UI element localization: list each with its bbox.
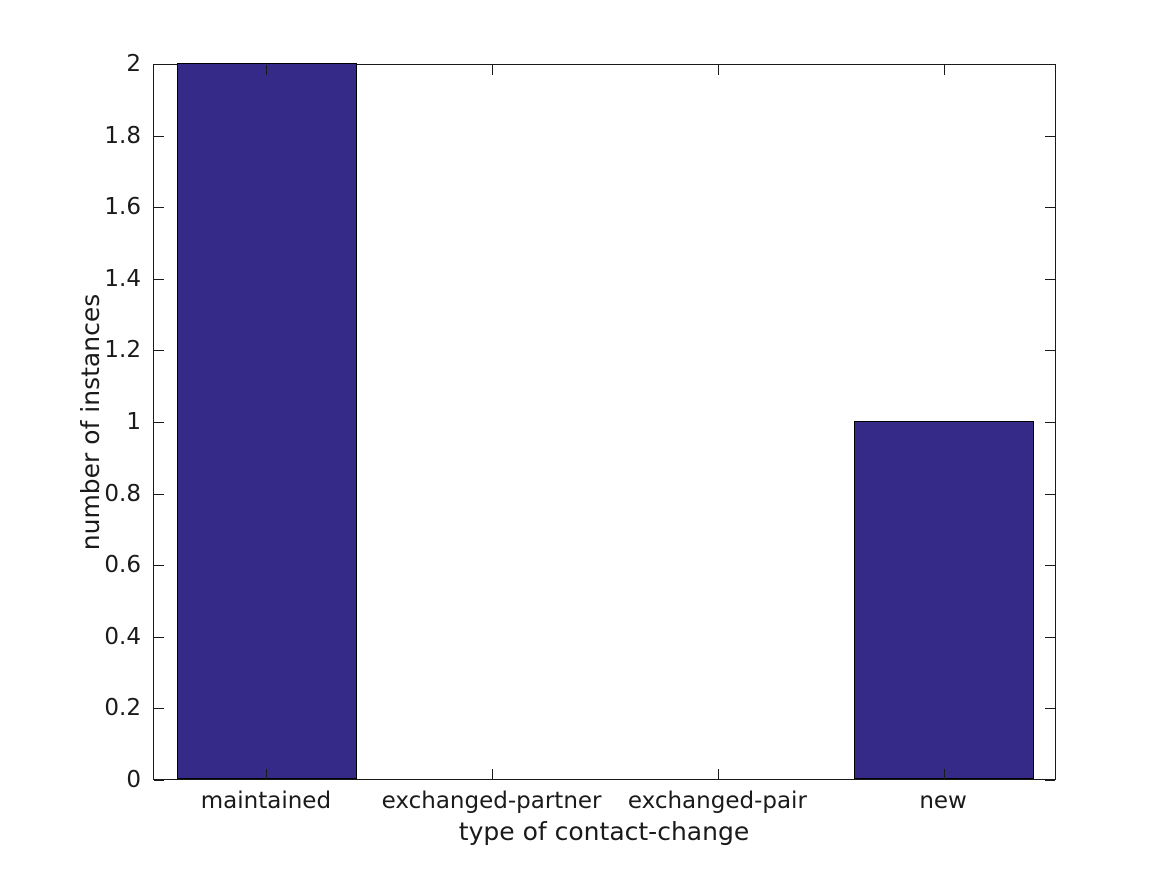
y-tick-label: 0 xyxy=(126,767,141,793)
x-tick-label-exchanged-partner: exchanged-partner xyxy=(381,788,602,814)
y-tick-right xyxy=(1045,64,1055,65)
y-tick-label: 0.8 xyxy=(104,480,141,507)
y-tick-label: 0.4 xyxy=(104,623,141,650)
y-tick-label: 1.8 xyxy=(104,122,141,149)
y-axis-label: number of instances xyxy=(76,293,105,551)
x-tick-label-exchanged-pair: exchanged-pair xyxy=(627,788,807,814)
bar-maintained xyxy=(176,63,358,779)
y-tick-right xyxy=(1045,422,1055,423)
y-tick-right xyxy=(1045,207,1055,209)
x-axis-label: type of contact-change xyxy=(458,817,750,846)
x-tick-bottom xyxy=(717,769,719,779)
y-tick-label: 1.6 xyxy=(104,194,141,221)
y-tick-left xyxy=(154,350,164,352)
x-tick-top xyxy=(717,65,719,75)
y-tick-right xyxy=(1045,636,1055,638)
plot-area xyxy=(153,63,1056,781)
y-tick-right xyxy=(1045,135,1055,137)
y-tick-right xyxy=(1045,780,1055,781)
y-tick-label: 2 xyxy=(126,51,141,77)
y-tick-right xyxy=(1045,350,1055,352)
x-tick-top xyxy=(266,65,268,75)
y-tick-right xyxy=(1045,493,1055,495)
y-tick-right xyxy=(1045,708,1055,710)
y-tick-left xyxy=(154,64,164,65)
x-tick-top xyxy=(492,65,494,75)
bar-new xyxy=(853,421,1035,779)
x-tick-bottom xyxy=(492,769,494,779)
y-tick-left xyxy=(154,422,164,423)
x-tick-bottom xyxy=(266,769,268,779)
y-tick-label: 1 xyxy=(126,409,141,435)
x-tick-top xyxy=(943,65,945,75)
y-tick-label: 0.2 xyxy=(104,695,141,722)
y-tick-left xyxy=(154,207,164,209)
y-tick-left xyxy=(154,135,164,137)
x-tick-label-maintained: maintained xyxy=(200,788,332,814)
y-tick-label: 1.2 xyxy=(104,337,141,364)
y-tick-label: 0.6 xyxy=(104,552,141,579)
x-tick-label-new: new xyxy=(919,788,967,814)
x-tick-bottom xyxy=(943,769,945,779)
y-tick-label: 1.4 xyxy=(104,265,141,292)
y-tick-left xyxy=(154,493,164,495)
y-tick-right xyxy=(1045,565,1055,567)
y-tick-left xyxy=(154,780,164,781)
y-tick-left xyxy=(154,565,164,567)
y-tick-left xyxy=(154,708,164,710)
y-tick-right xyxy=(1045,278,1055,280)
y-tick-left xyxy=(154,278,164,280)
y-tick-left xyxy=(154,636,164,638)
